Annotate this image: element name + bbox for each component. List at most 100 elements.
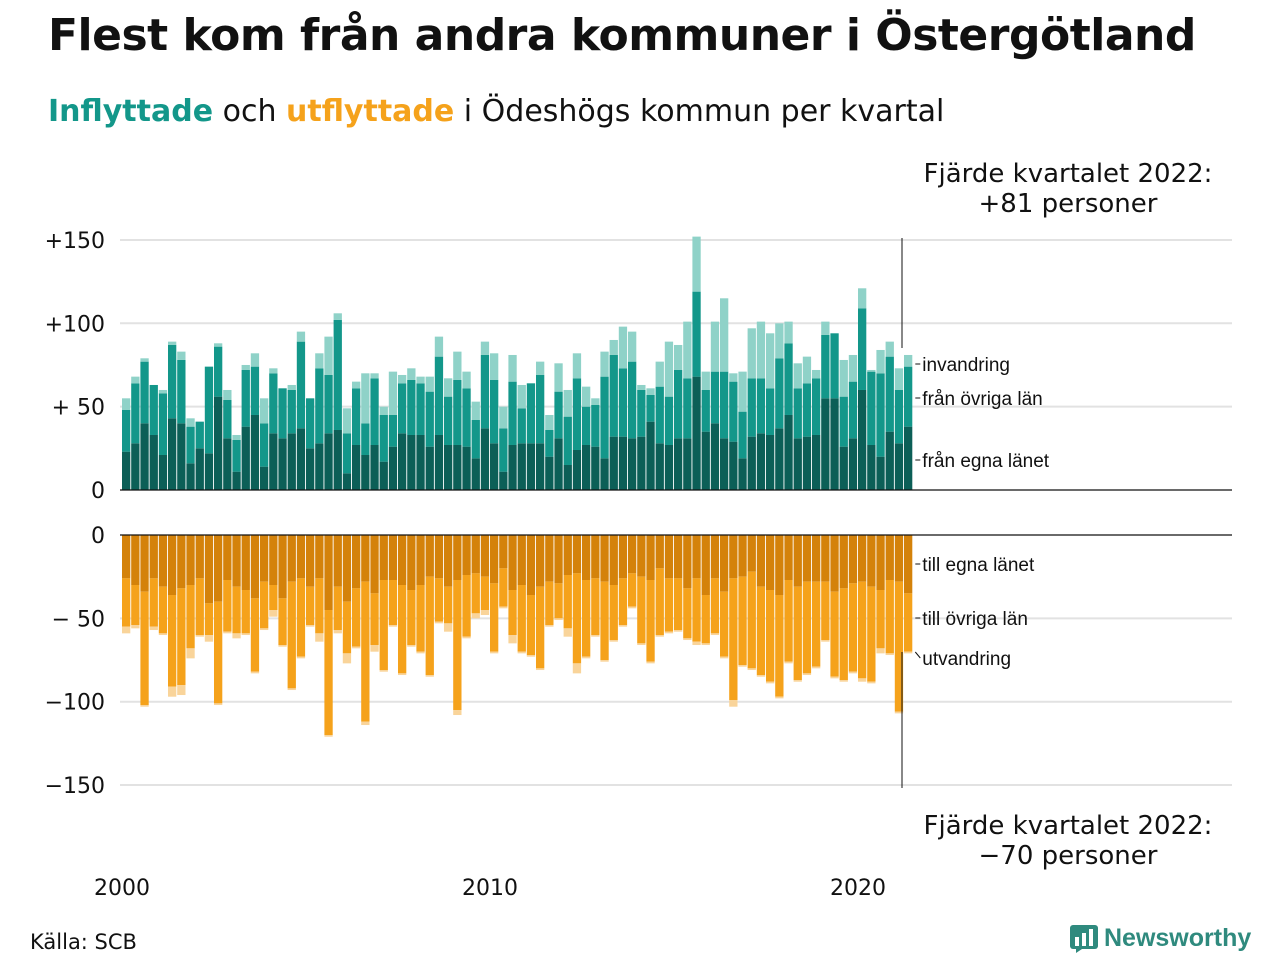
bar-out-1 [628,573,637,607]
bar-in-2 [296,331,306,342]
bar-out-2 [536,668,545,671]
bar-in-0 [591,446,600,490]
bar-in-2 [683,321,692,379]
bar-out-2 [885,653,894,656]
bar-in-1 [250,366,260,415]
bar-in-0 [352,444,361,490]
bar-in-0 [830,398,839,490]
bar-in-2 [545,414,554,430]
bar-in-2 [177,351,186,360]
bar-in-1 [480,354,490,429]
bar-in-0 [214,396,223,490]
bar-out-0 [572,535,582,574]
y-tick-label: 0 [91,524,105,549]
bar-out-0 [296,535,306,579]
bar-out-1 [490,583,499,652]
bar-out-1 [904,593,913,652]
bar-in-1 [830,333,839,399]
x-tick-label: 2000 [94,876,150,901]
bar-in-2 [637,384,646,390]
bar-in-2 [131,376,140,384]
bar-in-0 [839,446,848,490]
bar-out-1 [250,598,260,672]
bar-out-0 [655,535,664,569]
bar-out-1 [710,578,720,634]
bar-in-1 [775,358,784,429]
bar-out-1 [204,603,214,636]
bar-in-0 [168,418,177,490]
bar-out-2 [628,606,637,609]
series-label-in: invandring [922,355,1010,376]
bar-chart-icon [1070,924,1098,953]
bar-in-2 [738,371,747,412]
bar-in-1 [287,389,296,434]
bar-in-0 [701,431,710,490]
bar-in-1 [600,376,609,459]
bar-in-0 [858,389,867,490]
bar-in-0 [287,433,296,490]
bars [122,236,913,737]
bar-out-0 [453,535,462,581]
labels: +150 +100 + 50 0 0 − 50 −100 −150 2000 2010 2020 fr… [45,229,1050,901]
bar-out-0 [536,535,545,587]
bar-out-2 [830,676,839,679]
bar-in-2 [333,313,342,320]
y-tick-label: −150 [45,774,105,799]
bar-out-2 [278,645,287,647]
bar-out-1 [425,576,434,676]
bar-out-0 [287,535,296,582]
bar-out-1 [122,578,131,627]
bar-out-2 [131,625,140,629]
bar-out-0 [333,535,342,587]
y-tick-label: 0 [91,479,105,504]
bar-in-2 [784,321,793,344]
bar-in-2 [692,236,701,292]
subtitle-mid: och [213,94,286,129]
bar-out-2 [324,735,333,737]
subtitle-rest: i Ödeshögs kommun per kvartal [454,94,945,129]
bar-out-0 [379,535,388,581]
bar-in-2 [223,389,232,400]
bar-out-1 [572,573,582,664]
bar-out-2 [747,668,756,671]
bar-in-2 [379,406,388,415]
bar-in-0 [747,436,756,490]
bar-out-0 [858,535,867,582]
bar-out-2 [876,648,885,654]
bar-in-2 [876,349,885,374]
bar-in-0 [499,471,508,490]
y-tick-label: − 50 [52,607,105,632]
bar-out-2 [287,688,296,691]
bar-in-2 [140,358,149,362]
bar-in-2 [572,353,582,379]
bar-out-1 [407,590,416,646]
annotation-bottom-line1: Fjärde kvartalet 2022: [924,811,1213,841]
bar-in-2 [894,368,904,390]
bar-in-2 [480,341,490,355]
bar-out-2 [195,635,204,637]
series-label-tick [914,651,921,659]
brand-name: Newsworthy [1104,924,1252,952]
bar-out-1 [609,585,618,641]
bar-out-0 [186,535,195,586]
bar-out-0 [894,535,904,582]
bar-out-2 [140,705,149,707]
bar-out-1 [462,575,471,637]
bar-out-1 [784,580,793,662]
bar-out-1 [287,581,296,689]
bar-in-2 [839,359,848,397]
bar-in-2 [756,321,766,379]
bar-in-0 [306,448,315,490]
bar-in-1 [848,381,858,439]
bar-out-1 [867,586,876,682]
bar-in-2 [315,353,324,369]
bar-out-1 [508,590,517,636]
bar-in-0 [729,441,738,490]
bar-in-1 [729,381,738,442]
bar-out-1 [747,571,756,669]
bar-out-2 [738,665,747,667]
bar-out-0 [269,535,278,586]
bar-in-1 [444,396,453,445]
bar-out-1 [600,581,609,661]
